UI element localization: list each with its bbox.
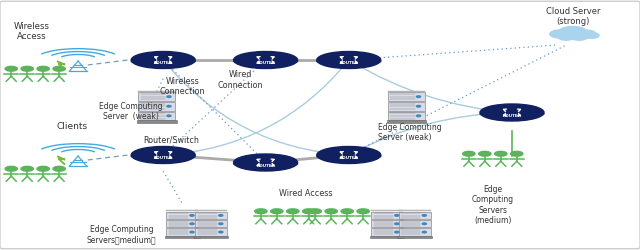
Text: ROUTER: ROUTER: [339, 156, 358, 160]
FancyBboxPatch shape: [195, 220, 227, 228]
Circle shape: [395, 231, 399, 233]
Circle shape: [558, 34, 575, 40]
FancyBboxPatch shape: [370, 236, 404, 238]
Ellipse shape: [480, 111, 544, 117]
Ellipse shape: [140, 54, 187, 66]
Circle shape: [190, 223, 194, 224]
FancyBboxPatch shape: [399, 212, 431, 219]
Circle shape: [37, 166, 49, 171]
Circle shape: [341, 209, 353, 214]
Circle shape: [190, 214, 194, 216]
Circle shape: [5, 166, 17, 171]
FancyBboxPatch shape: [397, 236, 432, 238]
FancyBboxPatch shape: [195, 228, 227, 236]
Circle shape: [479, 151, 491, 156]
Ellipse shape: [237, 155, 294, 170]
Circle shape: [21, 166, 33, 171]
Ellipse shape: [317, 146, 381, 164]
Circle shape: [37, 66, 49, 71]
FancyBboxPatch shape: [388, 102, 425, 110]
Ellipse shape: [131, 146, 195, 164]
Ellipse shape: [321, 148, 377, 162]
FancyBboxPatch shape: [138, 102, 175, 110]
Circle shape: [575, 30, 596, 38]
Circle shape: [357, 209, 369, 214]
Ellipse shape: [131, 58, 195, 64]
Circle shape: [571, 34, 588, 40]
Ellipse shape: [135, 52, 191, 68]
FancyBboxPatch shape: [138, 112, 175, 120]
Circle shape: [463, 151, 475, 156]
Text: ROUTER: ROUTER: [502, 114, 522, 117]
FancyBboxPatch shape: [388, 92, 425, 101]
Circle shape: [53, 166, 65, 171]
Text: Wired
Connection: Wired Connection: [217, 70, 263, 90]
FancyBboxPatch shape: [165, 236, 200, 238]
Text: Edge
Computing
Servers
(medium): Edge Computing Servers (medium): [472, 185, 514, 225]
Circle shape: [422, 223, 426, 224]
Ellipse shape: [135, 148, 191, 162]
Ellipse shape: [488, 106, 536, 119]
Circle shape: [167, 106, 171, 107]
Text: Router/Switch: Router/Switch: [143, 136, 200, 144]
FancyBboxPatch shape: [138, 92, 175, 101]
Ellipse shape: [484, 105, 540, 120]
Ellipse shape: [234, 52, 298, 68]
Circle shape: [309, 209, 321, 214]
Circle shape: [219, 223, 223, 224]
FancyBboxPatch shape: [166, 220, 198, 228]
Text: ROUTER: ROUTER: [154, 156, 173, 160]
Circle shape: [395, 214, 399, 216]
FancyBboxPatch shape: [399, 220, 431, 228]
Circle shape: [422, 214, 426, 216]
Circle shape: [303, 209, 315, 214]
Ellipse shape: [241, 156, 289, 169]
Circle shape: [271, 209, 283, 214]
Ellipse shape: [317, 154, 381, 159]
Circle shape: [585, 33, 599, 38]
FancyBboxPatch shape: [194, 236, 228, 238]
FancyBboxPatch shape: [388, 112, 425, 120]
Ellipse shape: [234, 154, 298, 171]
Text: Edge Computing
Server  (weak): Edge Computing Server (weak): [99, 102, 163, 121]
FancyBboxPatch shape: [399, 210, 431, 211]
Circle shape: [325, 209, 337, 214]
Circle shape: [167, 115, 171, 117]
Ellipse shape: [480, 104, 544, 121]
Ellipse shape: [237, 52, 294, 68]
Circle shape: [167, 96, 171, 98]
Ellipse shape: [131, 154, 195, 159]
Ellipse shape: [241, 54, 289, 66]
Circle shape: [559, 26, 587, 38]
Text: Cloud Server
(strong): Cloud Server (strong): [545, 6, 600, 26]
FancyBboxPatch shape: [166, 228, 198, 236]
Ellipse shape: [324, 54, 372, 66]
FancyBboxPatch shape: [166, 212, 198, 219]
Circle shape: [219, 231, 223, 233]
Text: ROUTER: ROUTER: [339, 61, 358, 65]
Text: ROUTER: ROUTER: [256, 164, 275, 168]
Text: Wired Access: Wired Access: [279, 189, 333, 198]
FancyBboxPatch shape: [388, 90, 425, 92]
Text: Edge Computing
Servers（medium）: Edge Computing Servers（medium）: [87, 225, 156, 245]
Ellipse shape: [317, 58, 381, 64]
Ellipse shape: [131, 52, 195, 68]
FancyBboxPatch shape: [387, 120, 426, 123]
Circle shape: [255, 209, 267, 214]
Ellipse shape: [321, 52, 377, 68]
FancyBboxPatch shape: [399, 228, 431, 236]
Circle shape: [219, 214, 223, 216]
Circle shape: [550, 30, 570, 38]
Circle shape: [287, 209, 299, 214]
FancyBboxPatch shape: [138, 90, 175, 92]
Circle shape: [395, 223, 399, 224]
Ellipse shape: [140, 148, 187, 162]
Circle shape: [417, 115, 420, 117]
Circle shape: [53, 66, 65, 71]
Circle shape: [511, 151, 523, 156]
FancyBboxPatch shape: [137, 120, 177, 123]
FancyBboxPatch shape: [371, 212, 403, 219]
Text: ROUTER: ROUTER: [154, 61, 173, 65]
Circle shape: [422, 231, 426, 233]
